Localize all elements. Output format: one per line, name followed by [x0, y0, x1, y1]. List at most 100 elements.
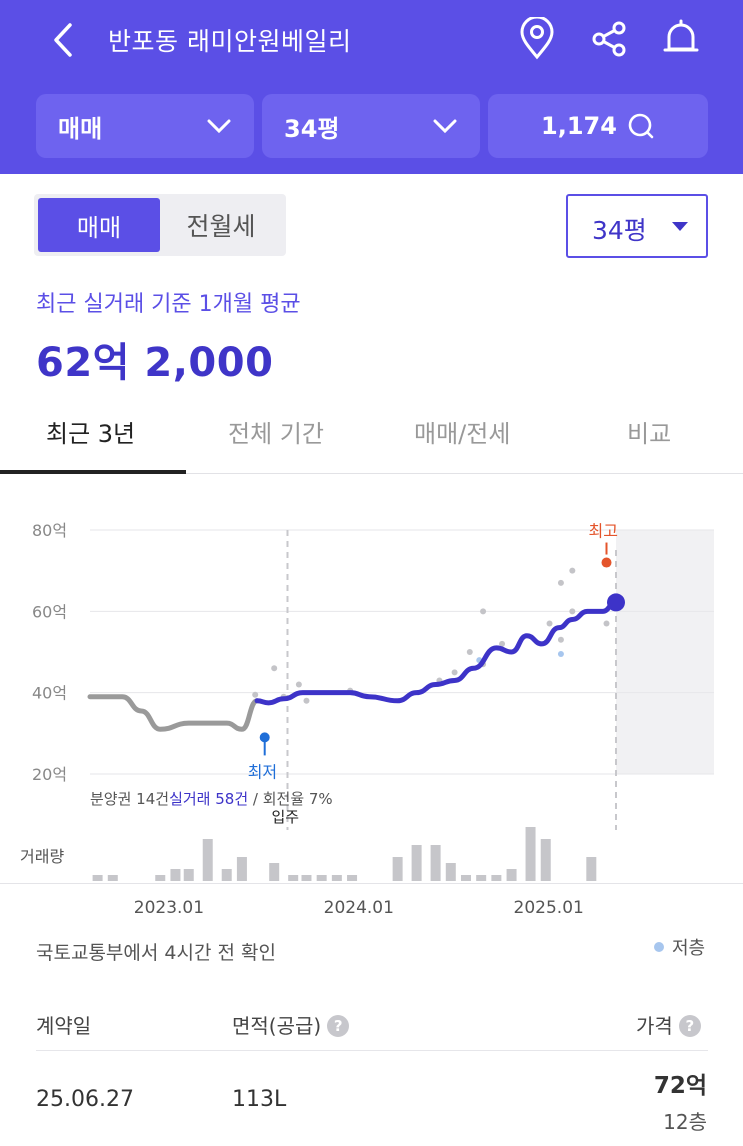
- volume-bar: [183, 869, 194, 881]
- move-in-label: 입주: [271, 808, 299, 826]
- x-tick-label: 2024.01: [324, 898, 394, 918]
- location-button[interactable]: [514, 16, 560, 62]
- volume-bar: [430, 845, 441, 881]
- volume-bar: [236, 857, 247, 881]
- average-price: 62억 2,000: [36, 340, 274, 386]
- volume-bar: [347, 875, 358, 881]
- tab-compare[interactable]: 비교: [627, 420, 672, 448]
- bell-icon: [663, 19, 699, 52]
- trade-point: [499, 640, 506, 647]
- presale-line: [87, 694, 260, 732]
- volume-bar: [331, 875, 342, 881]
- share-button[interactable]: [586, 16, 632, 62]
- volume-bar: [92, 875, 103, 881]
- data-source: 국토교통부에서 4시간 전 확인: [36, 942, 276, 964]
- trade-point: [466, 649, 473, 655]
- toggle-rent[interactable]: 전월세: [186, 212, 256, 241]
- real-trade-count: 실거래 58건: [169, 790, 248, 808]
- volume-bar: [170, 869, 181, 881]
- x-tick-label: 2023.01: [134, 898, 204, 918]
- chevron-down-icon: [207, 119, 231, 134]
- volume-bar: [445, 863, 456, 881]
- trade-type-label: 매매: [58, 114, 103, 143]
- table-divider: [36, 1050, 708, 1051]
- trade-point: [303, 697, 310, 704]
- volume-bar: [491, 875, 502, 881]
- volume-label: 거래량: [20, 847, 64, 866]
- volume-bar: [525, 827, 536, 881]
- col-header-price-label: 가격: [636, 1014, 673, 1038]
- y-tick-label: 20억: [32, 765, 67, 784]
- low-point: [259, 732, 270, 743]
- legend-low-floor: 저층: [654, 934, 705, 960]
- row-price: 72억: [653, 1073, 707, 1099]
- trade-stats: 분양권 14건실거래 58건 / 회전율 7%: [90, 790, 333, 808]
- trade-point: [295, 681, 302, 688]
- high-point: [601, 557, 612, 568]
- caret-down-icon: [672, 222, 688, 231]
- trade-point: [271, 665, 278, 672]
- volume-bar: [586, 857, 597, 881]
- trade-point: [557, 636, 564, 643]
- help-icon[interactable]: ?: [678, 1015, 701, 1037]
- toggle-sale[interactable]: 매매: [38, 198, 160, 252]
- low-label: 최저: [248, 762, 277, 781]
- low-floor-point: [557, 651, 564, 658]
- row-date: 25.06.27: [36, 1087, 134, 1112]
- future-shade: [616, 530, 714, 774]
- notification-button[interactable]: [658, 16, 704, 62]
- latest-price-point: [607, 593, 625, 612]
- help-icon[interactable]: ?: [327, 1015, 350, 1037]
- volume-bar: [288, 875, 299, 881]
- presale-count: 분양권 14건: [90, 790, 169, 808]
- col-header-price: 가격?: [636, 1010, 701, 1039]
- title-bar: 반포동 래미안원베일리: [0, 0, 743, 82]
- size-select[interactable]: 34평: [566, 194, 708, 258]
- volume-bar: [316, 875, 327, 881]
- back-button[interactable]: [42, 18, 84, 62]
- trade-point: [546, 620, 553, 627]
- volume-bar: [301, 875, 312, 881]
- tab-sale-jeonse[interactable]: 매매/전세: [414, 420, 511, 448]
- price-line: [254, 599, 619, 706]
- volume-bar: [540, 839, 551, 881]
- col-header-date: 계약일: [36, 1014, 92, 1038]
- tab-all-period[interactable]: 전체 기간: [228, 420, 324, 448]
- row-floor: 12층: [663, 1110, 707, 1134]
- volume-bar: [221, 869, 232, 881]
- size-filter[interactable]: 34평: [262, 94, 480, 158]
- share-icon: [592, 21, 626, 57]
- volume-bar: [476, 875, 487, 881]
- trade-type-filter[interactable]: 매매: [36, 94, 254, 158]
- col-header-area-label: 면적(공급): [232, 1014, 322, 1038]
- high-label: 최고: [589, 522, 618, 541]
- volume-bar: [155, 875, 166, 881]
- chat-bubble-icon: [628, 113, 654, 139]
- volume-bar: [460, 875, 471, 881]
- volume-bar: [202, 839, 213, 881]
- volume-bar: [392, 857, 403, 881]
- tab-recent-3y[interactable]: 최근 3년: [46, 420, 136, 448]
- trade-point: [451, 669, 458, 676]
- legend-low-label: 저층: [672, 938, 706, 959]
- chevron-down-icon: [433, 119, 457, 134]
- trade-point: [480, 608, 487, 615]
- active-tab-indicator: [0, 470, 186, 474]
- trade-point: [557, 579, 564, 586]
- turnover-rate: / 회전율 7%: [248, 790, 333, 808]
- size-select-value: 34평: [592, 216, 647, 245]
- comments-button[interactable]: 1,174: [488, 94, 708, 158]
- trade-point: [569, 608, 576, 615]
- trade-point: [569, 567, 576, 574]
- x-tick-label: 2025.01: [514, 898, 584, 918]
- page-title: 반포동 래미안원베일리: [108, 27, 352, 56]
- trade-point: [603, 620, 610, 627]
- y-tick-label: 60억: [32, 602, 67, 621]
- trade-toggle: 매매 전월세: [34, 194, 286, 256]
- comments-count: 1,174: [541, 112, 617, 140]
- col-header-area: 면적(공급)?: [232, 1010, 350, 1039]
- back-icon: [54, 23, 72, 57]
- location-pin-icon: [520, 17, 554, 60]
- average-label: 최근 실거래 기준 1개월 평균: [36, 292, 301, 317]
